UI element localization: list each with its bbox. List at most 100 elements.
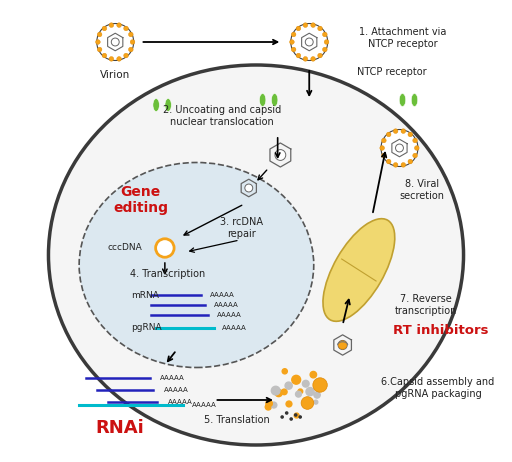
Ellipse shape — [165, 98, 172, 111]
Circle shape — [408, 132, 413, 137]
Circle shape — [97, 32, 102, 37]
Circle shape — [294, 413, 297, 417]
Circle shape — [401, 163, 406, 167]
Text: 6.Capsid assembly and
pgRNA packaging: 6.Capsid assembly and pgRNA packaging — [381, 377, 495, 399]
Circle shape — [129, 32, 133, 37]
Text: AAAAA: AAAAA — [210, 292, 234, 298]
Circle shape — [285, 411, 288, 415]
Text: 3. rcDNA
repair: 3. rcDNA repair — [220, 217, 263, 239]
Circle shape — [282, 389, 287, 395]
Circle shape — [380, 146, 385, 150]
Circle shape — [111, 38, 119, 46]
Circle shape — [285, 382, 292, 389]
Circle shape — [290, 40, 294, 44]
Circle shape — [96, 40, 100, 44]
Circle shape — [396, 144, 403, 152]
Ellipse shape — [411, 93, 418, 106]
Text: 2. Uncoating and capsid
nuclear translocation: 2. Uncoating and capsid nuclear transloc… — [163, 105, 281, 127]
Circle shape — [291, 24, 328, 61]
Circle shape — [323, 32, 327, 37]
Circle shape — [303, 56, 308, 61]
Circle shape — [109, 56, 114, 61]
Text: cccDNA: cccDNA — [108, 243, 142, 253]
Text: 1. Attachment via
NTCP receptor: 1. Attachment via NTCP receptor — [359, 27, 446, 49]
Circle shape — [275, 150, 286, 160]
Text: Gene
editing: Gene editing — [113, 185, 168, 215]
Circle shape — [296, 26, 301, 31]
Circle shape — [313, 378, 327, 392]
Circle shape — [156, 239, 174, 257]
Circle shape — [282, 369, 287, 374]
Circle shape — [117, 56, 121, 61]
Ellipse shape — [260, 93, 266, 106]
Circle shape — [245, 184, 253, 192]
Circle shape — [306, 388, 314, 395]
Circle shape — [102, 26, 106, 31]
Circle shape — [314, 400, 318, 404]
Circle shape — [298, 389, 303, 394]
Circle shape — [408, 159, 413, 164]
Circle shape — [413, 138, 417, 143]
Ellipse shape — [323, 219, 395, 321]
Ellipse shape — [79, 163, 314, 367]
Circle shape — [338, 340, 347, 350]
Circle shape — [265, 404, 271, 410]
Circle shape — [294, 413, 299, 418]
Circle shape — [266, 400, 272, 407]
Text: RNAi: RNAi — [95, 419, 144, 437]
Circle shape — [275, 389, 282, 397]
Circle shape — [318, 53, 323, 58]
Ellipse shape — [153, 98, 159, 111]
Text: 5. Translation: 5. Translation — [204, 415, 270, 425]
Text: AAAAA: AAAAA — [164, 387, 189, 393]
Text: NTCP receptor: NTCP receptor — [357, 67, 426, 77]
Circle shape — [338, 341, 347, 349]
Circle shape — [295, 391, 302, 397]
Text: 7. Reverse
transcription: 7. Reverse transcription — [395, 294, 457, 316]
Circle shape — [291, 32, 296, 37]
Circle shape — [387, 132, 391, 137]
Text: AAAAA: AAAAA — [222, 325, 246, 331]
Circle shape — [387, 159, 391, 164]
Circle shape — [292, 375, 301, 384]
Circle shape — [381, 129, 418, 166]
Circle shape — [130, 40, 135, 44]
Circle shape — [97, 24, 134, 61]
Text: pgRNA: pgRNA — [132, 323, 162, 333]
Circle shape — [303, 23, 308, 27]
Circle shape — [286, 401, 292, 407]
Text: AAAAA: AAAAA — [192, 402, 217, 408]
Ellipse shape — [399, 93, 406, 106]
Circle shape — [318, 26, 323, 31]
Circle shape — [323, 47, 327, 52]
Circle shape — [291, 47, 296, 52]
Text: AAAAA: AAAAA — [217, 312, 242, 318]
Text: Virion: Virion — [100, 70, 131, 80]
Circle shape — [314, 392, 320, 398]
Circle shape — [324, 40, 329, 44]
Text: 4. Transcription: 4. Transcription — [130, 269, 205, 279]
Circle shape — [298, 415, 302, 419]
Circle shape — [401, 129, 406, 134]
Circle shape — [415, 146, 419, 150]
Circle shape — [310, 371, 316, 378]
Circle shape — [381, 153, 386, 158]
Circle shape — [129, 47, 133, 52]
Circle shape — [109, 23, 114, 27]
Circle shape — [381, 138, 386, 143]
Circle shape — [303, 380, 309, 387]
Circle shape — [271, 386, 280, 395]
Circle shape — [124, 26, 129, 31]
Circle shape — [289, 417, 293, 421]
Circle shape — [97, 47, 102, 52]
Circle shape — [296, 53, 301, 58]
Ellipse shape — [49, 65, 463, 445]
Text: AAAAA: AAAAA — [167, 399, 193, 405]
Text: 8. Viral
secretion: 8. Viral secretion — [399, 179, 444, 201]
Circle shape — [117, 23, 121, 27]
Text: mRNA: mRNA — [132, 291, 159, 299]
Circle shape — [301, 397, 314, 409]
Circle shape — [311, 23, 315, 27]
Circle shape — [393, 163, 398, 167]
Text: RT inhibitors: RT inhibitors — [393, 323, 488, 336]
